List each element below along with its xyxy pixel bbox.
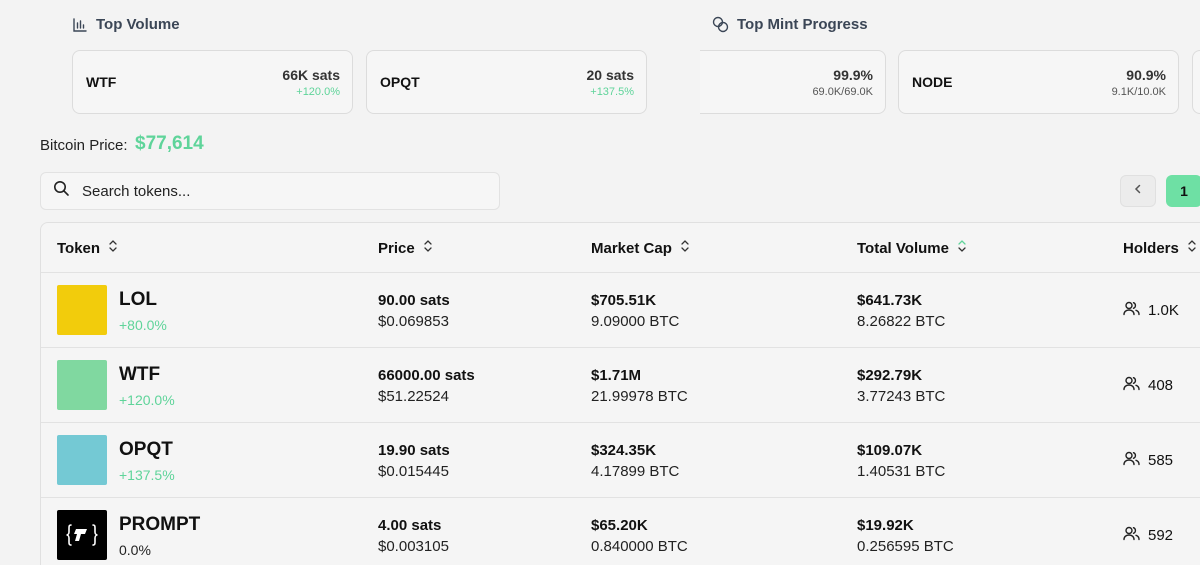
search-bar[interactable] <box>40 172 500 210</box>
coins-icon <box>712 16 729 33</box>
users-icon <box>1123 376 1140 395</box>
holders-cell: 585 <box>1123 451 1173 470</box>
market-cap-usd: $1.71M <box>591 367 642 384</box>
sort-icon <box>423 239 433 257</box>
price-sats: 90.00 sats <box>378 292 450 309</box>
market-cap-btc: 4.17899 BTC <box>591 463 680 480</box>
market-cap-btc: 9.09000 BTC <box>591 313 680 330</box>
token-change: +120.0% <box>119 392 175 408</box>
top-volume-card[interactable]: OPQT 20 sats +137.5% <box>366 50 647 114</box>
token-change: +137.5% <box>119 467 175 483</box>
top-mint-card[interactable]: NODE 90.9% 9.1K/10.0K <box>898 50 1179 114</box>
bar-chart-icon <box>72 17 88 33</box>
price-usd: $0.069853 <box>378 313 449 330</box>
total-volume-usd: $641.73K <box>857 292 923 309</box>
price-sats: 19.90 sats <box>378 442 450 459</box>
tokens-table: Token Price Market Cap Total Volume Hold… <box>40 222 1200 565</box>
bitcoin-price-label: Bitcoin Price: <box>40 137 128 154</box>
prompt-logo-icon <box>57 510 107 560</box>
token-thumbnail <box>57 360 107 410</box>
price-usd: $51.22524 <box>378 388 449 405</box>
column-header-market-cap[interactable]: Market Cap <box>591 239 690 257</box>
sort-icon <box>1187 239 1197 257</box>
holders-count: 408 <box>1148 377 1174 394</box>
card-progress: 9.1K/10.0K <box>1111 85 1166 98</box>
holders-cell: 1.0K <box>1123 301 1179 320</box>
users-icon <box>1123 526 1140 545</box>
token-change: 0.0% <box>119 542 151 558</box>
market-cap-usd: $705.51K <box>591 292 657 309</box>
top-volume-title: Top Volume <box>72 16 180 33</box>
search-input[interactable] <box>82 182 462 200</box>
price-usd: $0.015445 <box>378 463 449 480</box>
search-icon <box>53 180 70 202</box>
holders-count: 1.0K <box>1148 302 1179 319</box>
prev-page-button[interactable] <box>1120 175 1156 207</box>
holders-count: 592 <box>1148 527 1174 544</box>
token-name: PROMPT <box>119 514 201 535</box>
card-change: +137.5% <box>590 85 634 98</box>
users-icon <box>1123 301 1140 320</box>
total-volume-btc: 0.256595 BTC <box>857 538 954 555</box>
market-cap-usd: $324.35K <box>591 442 657 459</box>
top-mint-card[interactable]: 99.9% 69.0K/69.0K <box>700 50 886 114</box>
table-header: Token Price Market Cap Total Volume Hold… <box>41 223 1200 273</box>
total-volume-usd: $109.07K <box>857 442 923 459</box>
card-value: 90.9% <box>1126 66 1166 83</box>
card-token-name: OPQT <box>380 74 420 90</box>
market-cap-btc: 21.99978 BTC <box>591 388 688 405</box>
total-volume-btc: 3.77243 BTC <box>857 388 946 405</box>
token-name: LOL <box>119 289 157 310</box>
table-row[interactable]: WTF +120.0% 66000.00 sats $51.22524 $1.7… <box>41 348 1200 423</box>
card-value: 20 sats <box>586 66 634 83</box>
table-row[interactable]: OPQT +137.5% 19.90 sats $0.015445 $324.3… <box>41 423 1200 498</box>
card-progress: 69.0K/69.0K <box>812 85 873 98</box>
table-row[interactable]: LOL +80.0% 90.00 sats $0.069853 $705.51K… <box>41 273 1200 348</box>
token-change: +80.0% <box>119 317 167 333</box>
total-volume-btc: 8.26822 BTC <box>857 313 946 330</box>
card-token-name: NODE <box>912 74 953 90</box>
chevron-left-icon <box>1132 182 1144 200</box>
column-header-price[interactable]: Price <box>378 239 433 257</box>
top-mint-card-partial[interactable] <box>1192 50 1200 114</box>
price-sats: 4.00 sats <box>378 517 442 534</box>
table-row[interactable]: PROMPT 0.0% 4.00 sats $0.003105 $65.20K … <box>41 498 1200 565</box>
token-name: WTF <box>119 364 161 385</box>
token-thumbnail <box>57 285 107 335</box>
market-cap-btc: 0.840000 BTC <box>591 538 688 555</box>
card-value: 66K sats <box>282 66 340 83</box>
card-value: 99.9% <box>833 66 873 83</box>
token-thumbnail <box>57 435 107 485</box>
sort-icon <box>108 239 118 257</box>
column-header-holders[interactable]: Holders <box>1123 239 1197 257</box>
total-volume-usd: $292.79K <box>857 367 923 384</box>
top-volume-card[interactable]: WTF 66K sats +120.0% <box>72 50 353 114</box>
users-icon <box>1123 451 1140 470</box>
total-volume-usd: $19.92K <box>857 517 914 534</box>
token-name: OPQT <box>119 439 173 460</box>
price-sats: 66000.00 sats <box>378 367 475 384</box>
price-usd: $0.003105 <box>378 538 449 555</box>
holders-cell: 408 <box>1123 376 1173 395</box>
card-change: +120.0% <box>296 85 340 98</box>
column-header-total-volume[interactable]: Total Volume <box>857 239 967 257</box>
card-token-name: WTF <box>86 74 117 90</box>
sort-icon <box>680 239 690 257</box>
holders-count: 585 <box>1148 452 1174 469</box>
market-cap-usd: $65.20K <box>591 517 648 534</box>
top-mint-title: Top Mint Progress <box>712 16 868 33</box>
column-header-token[interactable]: Token <box>57 239 118 257</box>
sort-icon <box>957 239 967 257</box>
bitcoin-price-value: $77,614 <box>135 133 204 154</box>
total-volume-btc: 1.40531 BTC <box>857 463 946 480</box>
holders-cell: 592 <box>1123 526 1173 545</box>
page-button-current[interactable]: 1 <box>1166 175 1200 207</box>
